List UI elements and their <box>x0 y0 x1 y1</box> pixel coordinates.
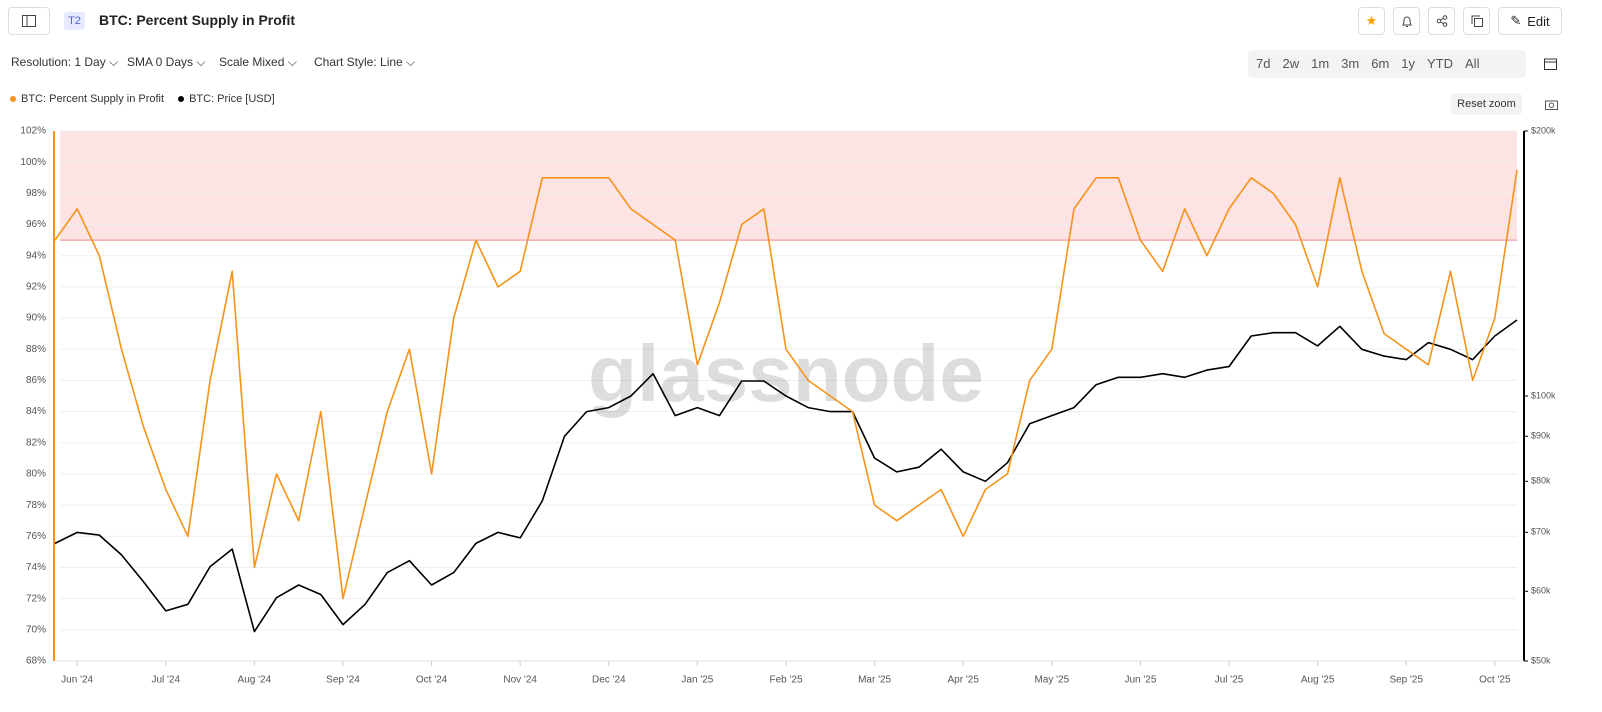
y2-tick-label: $70k <box>1531 527 1551 537</box>
range-button[interactable]: 2w <box>1282 56 1300 71</box>
x-tick-label: Oct '24 <box>416 675 448 686</box>
x-tick-label: Oct '25 <box>1479 675 1511 686</box>
control-label: Scale Mixed <box>219 55 285 69</box>
y-tick-label: 86% <box>26 375 46 386</box>
legend-swatch <box>10 96 16 103</box>
control-label: SMA 0 Days <box>127 55 194 69</box>
x-tick-label: Apr '25 <box>948 675 980 686</box>
y-tick-label: 74% <box>26 562 46 573</box>
x-tick-label: Jul '24 <box>151 675 180 686</box>
x-tick-label: Feb '25 <box>769 675 802 686</box>
y-tick-label: 80% <box>26 469 46 480</box>
series-line <box>54 169 1518 600</box>
y-tick-label: 78% <box>26 500 46 511</box>
alert-button[interactable] <box>1393 7 1420 35</box>
style-dropdown[interactable]: Chart Style: Line ⌵ <box>314 55 416 69</box>
edit-button[interactable]: ✎ Edit <box>1498 7 1562 35</box>
control-label: Chart Style: Line <box>314 55 403 69</box>
x-tick-label: Aug '25 <box>1301 675 1335 686</box>
page-title: BTC: Percent Supply in Profit <box>99 12 296 28</box>
y-tick-label: 94% <box>26 250 46 261</box>
y-tick-label: 98% <box>26 188 46 199</box>
y-tick-label: 76% <box>26 531 46 542</box>
x-tick-label: Jun '24 <box>61 675 93 686</box>
x-tick-label: May '25 <box>1034 675 1069 686</box>
range-selector: 7d 2w 1m 3m 6m 1y YTD All <box>1248 50 1526 78</box>
watermark: glassnode <box>588 329 984 418</box>
y2-tick-label: $80k <box>1531 476 1551 486</box>
range-button[interactable]: 1y <box>1401 56 1416 71</box>
resolution-dropdown[interactable]: Resolution: 1 Day ⌵ <box>11 55 119 69</box>
legend-label: BTC: Price [USD] <box>189 93 275 105</box>
sma-dropdown[interactable]: SMA 0 Days ⌵ <box>127 55 206 69</box>
range-button[interactable]: 3m <box>1341 56 1360 71</box>
y-tick-label: 84% <box>26 406 46 417</box>
x-tick-label: Sep '25 <box>1389 675 1423 686</box>
x-tick-label: Jul '25 <box>1215 675 1244 686</box>
y-tick-label: 72% <box>26 593 46 604</box>
legend-item: BTC: Percent Supply in Profit <box>10 93 164 105</box>
highlight-band <box>60 131 1517 241</box>
reset-zoom-button[interactable]: Reset zoom <box>1451 93 1522 115</box>
share-button[interactable] <box>1428 7 1455 35</box>
control-label: Resolution: 1 Day <box>11 55 106 69</box>
sidebar-toggle[interactable] <box>8 7 50 35</box>
x-tick-label: Jun '25 <box>1124 675 1156 686</box>
range-button[interactable]: 6m <box>1371 56 1390 71</box>
series-line <box>54 319 1518 633</box>
x-tick-label: Nov '24 <box>503 675 537 686</box>
y-tick-label: 92% <box>26 282 46 293</box>
x-tick-label: Aug '24 <box>238 675 272 686</box>
legend: BTC: Percent Supply in Profit BTC: Price … <box>10 93 289 105</box>
y-tick-label: 96% <box>26 219 46 230</box>
y2-tick-label: $60k <box>1531 586 1551 596</box>
y2-tick-label: $90k <box>1531 431 1551 441</box>
y-tick-label: 88% <box>26 344 46 355</box>
range-button[interactable]: 1m <box>1311 56 1330 71</box>
y2-tick-label: $200k <box>1531 125 1556 135</box>
screenshot-button[interactable] <box>1540 94 1562 114</box>
y2-tick-label: $100k <box>1531 390 1556 400</box>
x-tick-label: Dec '24 <box>592 675 626 686</box>
duplicate-button[interactable] <box>1463 7 1490 35</box>
scale-dropdown[interactable]: Scale Mixed ⌵ <box>219 55 297 69</box>
legend-swatch <box>178 96 185 103</box>
y-tick-label: 70% <box>26 624 46 635</box>
y2-tick-label: $50k <box>1531 655 1551 665</box>
y-tick-label: 100% <box>20 157 46 168</box>
tier-badge: T2 <box>64 12 85 30</box>
favorite-button[interactable]: ★ <box>1358 7 1385 35</box>
legend-item: BTC: Price [USD] <box>178 93 275 105</box>
range-button[interactable]: All <box>1465 56 1480 71</box>
x-tick-label: Sep '24 <box>326 675 360 686</box>
y-tick-label: 90% <box>26 313 46 324</box>
range-button[interactable]: YTD <box>1427 56 1454 71</box>
edit-label: Edit <box>1527 13 1550 29</box>
y-tick-label: 102% <box>20 126 46 137</box>
y-tick-label: 68% <box>26 656 46 667</box>
calendar-button[interactable] <box>1534 50 1566 76</box>
y-tick-label: 82% <box>26 437 46 448</box>
x-tick-label: Jan '25 <box>681 675 713 686</box>
range-button[interactable]: 7d <box>1256 56 1271 71</box>
x-tick-label: Mar '25 <box>858 675 891 686</box>
legend-label: BTC: Percent Supply in Profit <box>21 93 165 105</box>
